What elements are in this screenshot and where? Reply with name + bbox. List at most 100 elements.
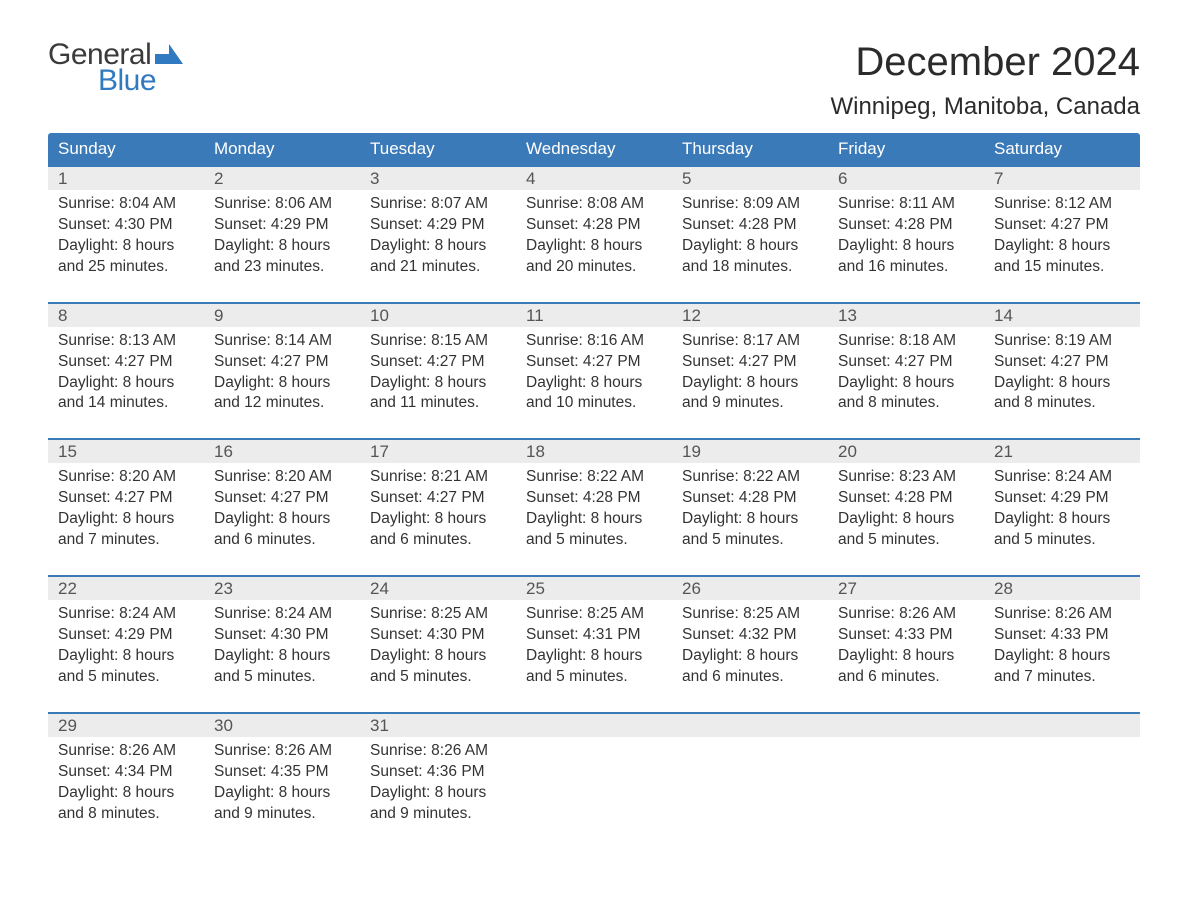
daylight-text: Daylight: 8 hours and 6 minutes. <box>838 646 974 688</box>
daynum-strip: 22232425262728 <box>48 577 1140 600</box>
day-number: 10 <box>360 304 516 327</box>
day-number: 28 <box>984 577 1140 600</box>
sunrise-text: Sunrise: 8:12 AM <box>994 194 1130 215</box>
sunrise-text: Sunrise: 8:26 AM <box>838 604 974 625</box>
day-cell <box>672 737 828 831</box>
day-cell <box>516 737 672 831</box>
day-cell: Sunrise: 8:24 AMSunset: 4:29 PMDaylight:… <box>984 463 1140 557</box>
daylight-text: Daylight: 8 hours and 10 minutes. <box>526 373 662 415</box>
sunset-text: Sunset: 4:27 PM <box>58 352 194 373</box>
header: General Blue December 2024 Winnipeg, Man… <box>48 40 1140 121</box>
day-number: 22 <box>48 577 204 600</box>
day-number: 14 <box>984 304 1140 327</box>
sunrise-text: Sunrise: 8:26 AM <box>214 741 350 762</box>
sunset-text: Sunset: 4:33 PM <box>838 625 974 646</box>
daylight-text: Daylight: 8 hours and 9 minutes. <box>214 783 350 825</box>
day-number: 19 <box>672 440 828 463</box>
day-cell: Sunrise: 8:24 AMSunset: 4:29 PMDaylight:… <box>48 600 204 694</box>
sunset-text: Sunset: 4:28 PM <box>838 215 974 236</box>
daynum-strip: 293031 <box>48 714 1140 737</box>
sunset-text: Sunset: 4:34 PM <box>58 762 194 783</box>
day-number: 13 <box>828 304 984 327</box>
day-cell: Sunrise: 8:07 AMSunset: 4:29 PMDaylight:… <box>360 190 516 284</box>
daylight-text: Daylight: 8 hours and 6 minutes. <box>682 646 818 688</box>
dow-cell: Monday <box>204 133 360 165</box>
day-cell: Sunrise: 8:14 AMSunset: 4:27 PMDaylight:… <box>204 327 360 421</box>
sunset-text: Sunset: 4:29 PM <box>370 215 506 236</box>
day-number <box>828 714 984 737</box>
day-cell: Sunrise: 8:20 AMSunset: 4:27 PMDaylight:… <box>48 463 204 557</box>
daylight-text: Daylight: 8 hours and 6 minutes. <box>214 509 350 551</box>
dow-cell: Thursday <box>672 133 828 165</box>
sunrise-text: Sunrise: 8:25 AM <box>682 604 818 625</box>
day-number: 26 <box>672 577 828 600</box>
day-cell: Sunrise: 8:09 AMSunset: 4:28 PMDaylight:… <box>672 190 828 284</box>
day-number: 15 <box>48 440 204 463</box>
sunset-text: Sunset: 4:35 PM <box>214 762 350 783</box>
sunrise-text: Sunrise: 8:17 AM <box>682 331 818 352</box>
sunrise-text: Sunrise: 8:09 AM <box>682 194 818 215</box>
daylight-text: Daylight: 8 hours and 23 minutes. <box>214 236 350 278</box>
daylight-text: Daylight: 8 hours and 6 minutes. <box>370 509 506 551</box>
daylight-text: Daylight: 8 hours and 15 minutes. <box>994 236 1130 278</box>
daylight-text: Daylight: 8 hours and 20 minutes. <box>526 236 662 278</box>
sunrise-text: Sunrise: 8:11 AM <box>838 194 974 215</box>
sunrise-text: Sunrise: 8:24 AM <box>214 604 350 625</box>
daynum-strip: 15161718192021 <box>48 440 1140 463</box>
daylight-text: Daylight: 8 hours and 8 minutes. <box>838 373 974 415</box>
sunrise-text: Sunrise: 8:26 AM <box>994 604 1130 625</box>
sunset-text: Sunset: 4:30 PM <box>214 625 350 646</box>
sunrise-text: Sunrise: 8:06 AM <box>214 194 350 215</box>
day-number: 11 <box>516 304 672 327</box>
day-cell: Sunrise: 8:25 AMSunset: 4:31 PMDaylight:… <box>516 600 672 694</box>
sunrise-text: Sunrise: 8:15 AM <box>370 331 506 352</box>
page-title: December 2024 <box>830 40 1140 85</box>
day-number: 21 <box>984 440 1140 463</box>
day-cell: Sunrise: 8:24 AMSunset: 4:30 PMDaylight:… <box>204 600 360 694</box>
sunset-text: Sunset: 4:29 PM <box>214 215 350 236</box>
day-cell: Sunrise: 8:23 AMSunset: 4:28 PMDaylight:… <box>828 463 984 557</box>
day-number: 6 <box>828 167 984 190</box>
sunrise-text: Sunrise: 8:24 AM <box>994 467 1130 488</box>
day-number: 9 <box>204 304 360 327</box>
day-number: 25 <box>516 577 672 600</box>
week-row: 293031Sunrise: 8:26 AMSunset: 4:34 PMDay… <box>48 712 1140 831</box>
daylight-text: Daylight: 8 hours and 18 minutes. <box>682 236 818 278</box>
sunset-text: Sunset: 4:27 PM <box>682 352 818 373</box>
daylight-text: Daylight: 8 hours and 21 minutes. <box>370 236 506 278</box>
sunset-text: Sunset: 4:27 PM <box>370 488 506 509</box>
sunset-text: Sunset: 4:31 PM <box>526 625 662 646</box>
day-number: 27 <box>828 577 984 600</box>
daylight-text: Daylight: 8 hours and 5 minutes. <box>214 646 350 688</box>
daylight-text: Daylight: 8 hours and 9 minutes. <box>370 783 506 825</box>
daylight-text: Daylight: 8 hours and 25 minutes. <box>58 236 194 278</box>
sunset-text: Sunset: 4:36 PM <box>370 762 506 783</box>
sunrise-text: Sunrise: 8:13 AM <box>58 331 194 352</box>
sunset-text: Sunset: 4:27 PM <box>838 352 974 373</box>
sunset-text: Sunset: 4:30 PM <box>58 215 194 236</box>
daylight-text: Daylight: 8 hours and 8 minutes. <box>58 783 194 825</box>
day-number: 24 <box>360 577 516 600</box>
day-number: 16 <box>204 440 360 463</box>
day-cell: Sunrise: 8:15 AMSunset: 4:27 PMDaylight:… <box>360 327 516 421</box>
day-number: 12 <box>672 304 828 327</box>
week-row: 1234567Sunrise: 8:04 AMSunset: 4:30 PMDa… <box>48 165 1140 284</box>
sunset-text: Sunset: 4:32 PM <box>682 625 818 646</box>
logo-flag-icon <box>155 44 183 68</box>
day-number: 3 <box>360 167 516 190</box>
day-cell: Sunrise: 8:22 AMSunset: 4:28 PMDaylight:… <box>516 463 672 557</box>
day-cell: Sunrise: 8:16 AMSunset: 4:27 PMDaylight:… <box>516 327 672 421</box>
day-cell: Sunrise: 8:26 AMSunset: 4:33 PMDaylight:… <box>984 600 1140 694</box>
sunrise-text: Sunrise: 8:25 AM <box>526 604 662 625</box>
sunset-text: Sunset: 4:28 PM <box>526 488 662 509</box>
day-cell: Sunrise: 8:20 AMSunset: 4:27 PMDaylight:… <box>204 463 360 557</box>
sunset-text: Sunset: 4:29 PM <box>58 625 194 646</box>
day-cell: Sunrise: 8:04 AMSunset: 4:30 PMDaylight:… <box>48 190 204 284</box>
daylight-text: Daylight: 8 hours and 8 minutes. <box>994 373 1130 415</box>
day-cell: Sunrise: 8:26 AMSunset: 4:36 PMDaylight:… <box>360 737 516 831</box>
day-cell: Sunrise: 8:21 AMSunset: 4:27 PMDaylight:… <box>360 463 516 557</box>
day-number: 23 <box>204 577 360 600</box>
daylight-text: Daylight: 8 hours and 16 minutes. <box>838 236 974 278</box>
sunrise-text: Sunrise: 8:22 AM <box>526 467 662 488</box>
sunrise-text: Sunrise: 8:24 AM <box>58 604 194 625</box>
